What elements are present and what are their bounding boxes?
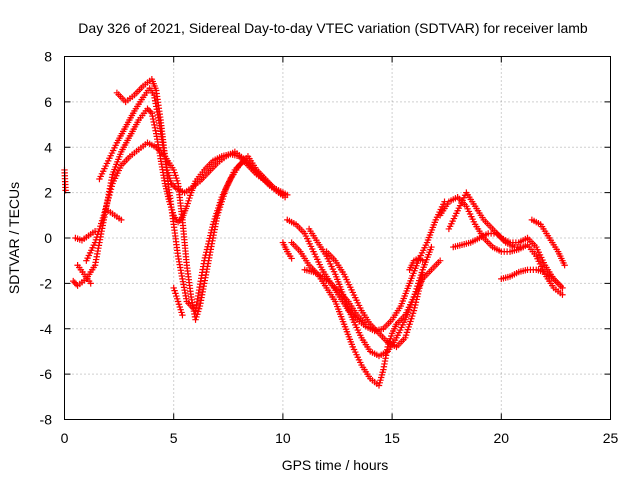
data-point [411, 304, 418, 312]
x-tick-label: 15 [384, 430, 400, 446]
series-track-7 [61, 166, 69, 194]
data-point [169, 181, 177, 189]
x-tick-label: 10 [275, 430, 291, 446]
x-tick-label: 0 [61, 430, 69, 446]
data-point [152, 127, 159, 134]
x-tick-label: 20 [494, 430, 510, 446]
data-point [418, 273, 426, 281]
data-point [412, 299, 420, 306]
y-tick-label: -4 [40, 321, 53, 337]
data-point [179, 311, 186, 319]
series-track-4 [83, 139, 247, 323]
data-point [106, 191, 113, 199]
data-point [145, 106, 153, 114]
y-tick-label: -2 [40, 275, 53, 291]
axis-ticks [64, 56, 611, 420]
series-track-17 [498, 266, 566, 292]
data-point [561, 262, 568, 269]
data-point [416, 285, 423, 292]
y-tick-label: 8 [44, 49, 52, 65]
data-point [151, 124, 159, 132]
x-tick-label: 5 [170, 430, 178, 446]
y-axis-label: SDTVAR / TECUs [6, 182, 22, 294]
series-track-21 [279, 239, 295, 262]
data-point [151, 121, 158, 129]
series-track-20 [74, 262, 94, 287]
data-point [102, 206, 109, 213]
y-tick-label: -8 [40, 412, 53, 428]
data-point [418, 276, 425, 284]
data-point [559, 291, 566, 298]
data-point [148, 110, 156, 117]
series-track-12 [301, 266, 370, 328]
data-point [279, 191, 287, 199]
data-point [519, 243, 527, 251]
data-point [288, 255, 295, 262]
series-track-16 [450, 230, 527, 251]
x-tick-label: 25 [603, 430, 619, 446]
data-point [105, 194, 112, 202]
data-point [71, 279, 78, 286]
data-point [106, 189, 114, 196]
data-point [118, 216, 125, 224]
data-point [415, 287, 422, 295]
y-tick-label: -6 [40, 366, 53, 382]
data-point [149, 112, 156, 120]
series-track-3 [113, 75, 287, 314]
data-point [416, 282, 424, 289]
data-point [417, 279, 424, 286]
y-tick-label: 4 [44, 139, 52, 155]
data-point [559, 284, 566, 292]
data-point [102, 203, 110, 210]
data-point [87, 280, 94, 287]
data-point [103, 200, 111, 207]
data-point [149, 115, 157, 123]
data-point [147, 108, 154, 115]
chart-title: Day 326 of 2021, Sidereal Day-to-day VTE… [78, 20, 588, 36]
data-point [419, 271, 426, 278]
series-track-5 [72, 227, 99, 244]
data-point [362, 321, 370, 328]
x-axis-label: GPS time / hours [282, 457, 389, 473]
data-point [144, 105, 151, 112]
data-point [436, 257, 444, 264]
data-point [70, 277, 77, 285]
data-point [100, 212, 108, 219]
series-track-13 [406, 255, 426, 273]
data-point [410, 307, 418, 314]
data-point [168, 180, 175, 187]
data-point [101, 209, 108, 216]
data-point [91, 227, 99, 235]
data-point [107, 186, 115, 193]
data-point [419, 257, 426, 264]
series-track-19 [170, 284, 186, 319]
data-marks [61, 75, 568, 389]
y-tick-label: 6 [44, 94, 52, 110]
data-point [240, 157, 247, 165]
series-track-18 [528, 216, 568, 269]
x-tick-labels: 0 5 10 15 20 25 [61, 430, 619, 446]
y-tick-label: 0 [44, 230, 52, 246]
series-track-6 [104, 207, 125, 224]
y-tick-label: 2 [44, 185, 52, 201]
data-point [412, 301, 419, 309]
data-point [150, 118, 157, 126]
data-point [108, 183, 115, 190]
series-track-11 [323, 248, 426, 351]
y-tick-labels: -8 -6 -4 -2 0 2 4 6 8 [40, 49, 53, 428]
data-point [104, 197, 111, 205]
data-point [413, 296, 420, 303]
data-point [414, 290, 422, 298]
data-point [428, 243, 435, 251]
grid [64, 56, 611, 420]
data-point [414, 293, 421, 300]
